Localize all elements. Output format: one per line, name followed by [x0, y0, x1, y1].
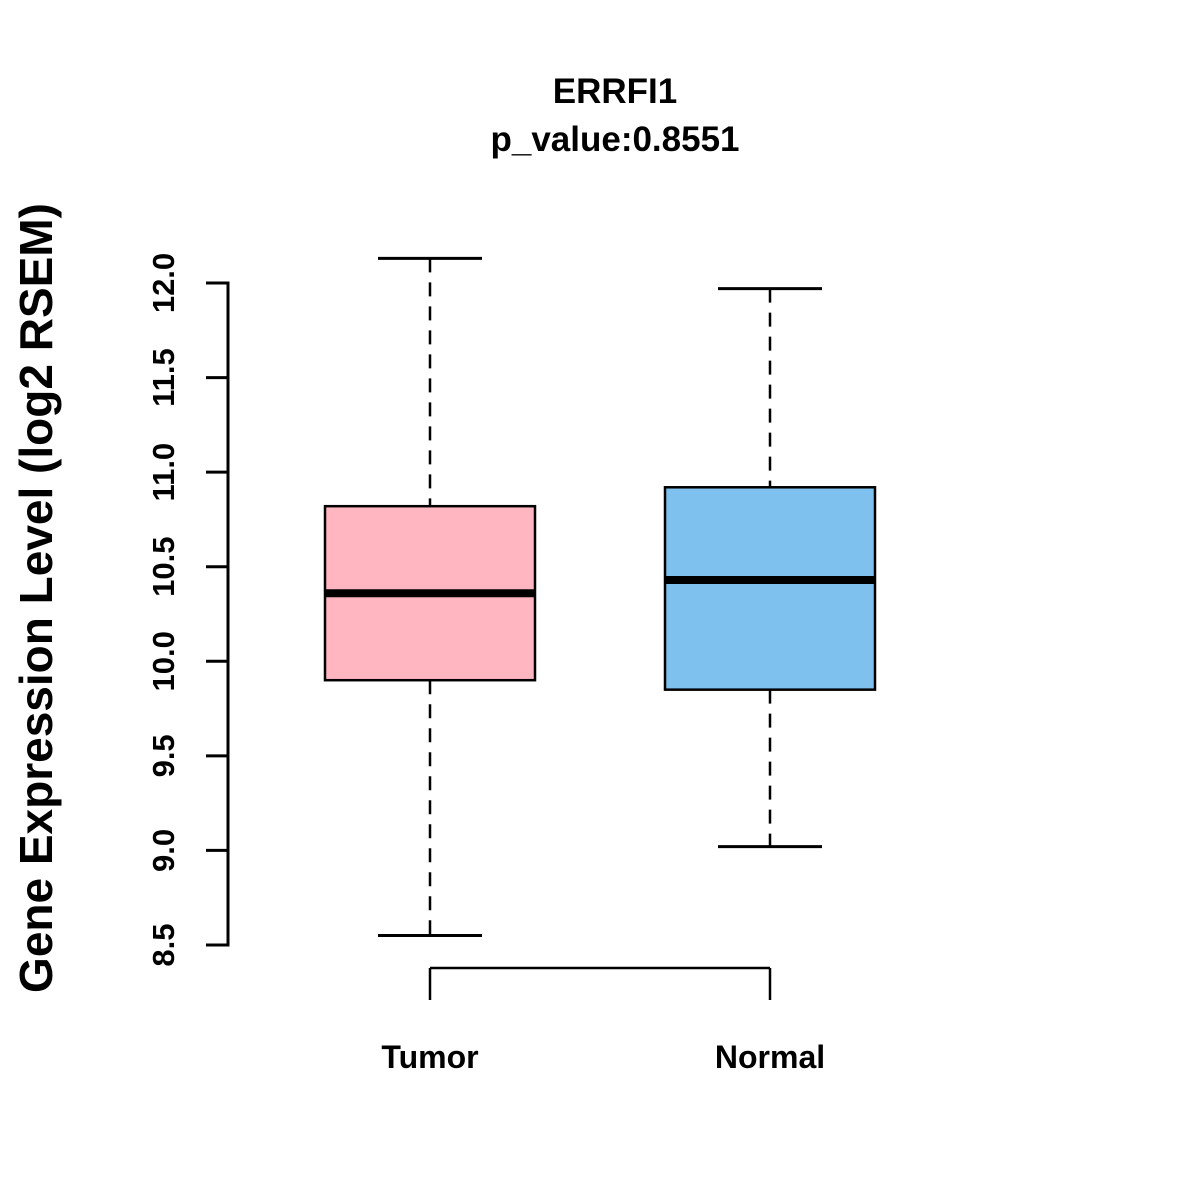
y-tick-label: 11.0	[146, 443, 181, 502]
y-tick-label: 9.0	[146, 829, 181, 872]
y-tick-label: 10.5	[146, 537, 181, 597]
y-tick-label: 10.0	[146, 631, 181, 691]
normal-box	[663, 486, 877, 691]
chart-title: ERRFI1	[552, 72, 678, 111]
y-tick-label: 12.0	[146, 253, 181, 313]
y-tick-label: 9.5	[146, 734, 181, 777]
y-tick-label: 8.5	[146, 923, 181, 966]
chart-subtitle: p_value:0.8551	[490, 120, 740, 159]
tumor-group-label: Tumor	[381, 1039, 478, 1075]
y-tick-label: 11.5	[146, 348, 181, 407]
normal-group-label: Normal	[715, 1039, 825, 1075]
